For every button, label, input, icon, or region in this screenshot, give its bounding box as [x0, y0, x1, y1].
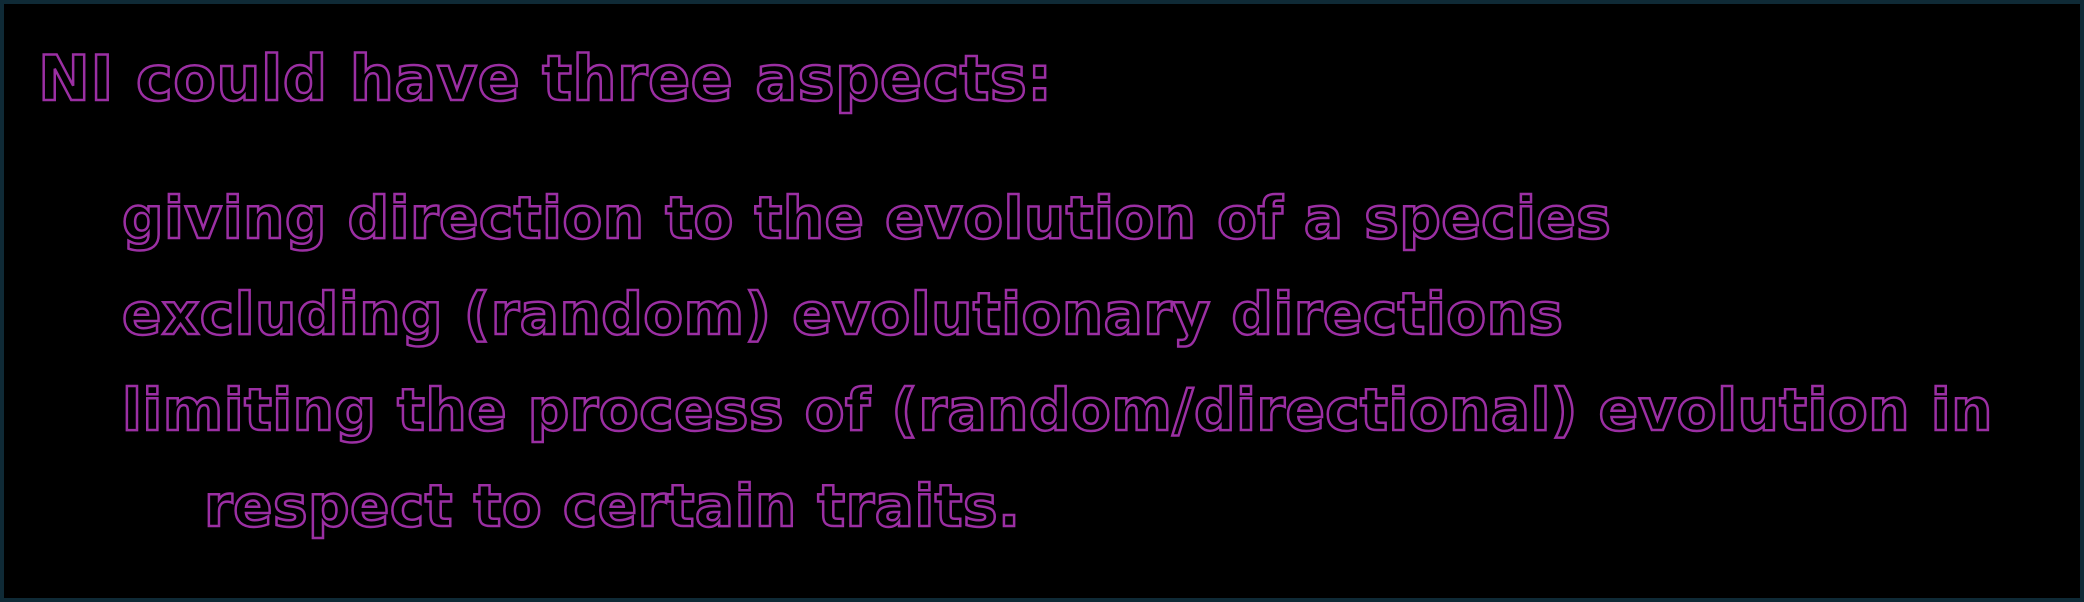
aspect-item-limiting-continuation: respect to certain traits. — [203, 471, 1022, 542]
aspect-item-direction: giving direction to the evolution of a s… — [121, 183, 1612, 254]
aspect-item-excluding: excluding (random) evolutionary directio… — [121, 279, 1564, 350]
aspects-list: giving direction to the evolution of a s… — [121, 170, 1994, 554]
aspect-item-limiting: limiting the process of (random/directio… — [121, 375, 1994, 446]
slide-heading: NI could have three aspects: — [37, 41, 1054, 117]
